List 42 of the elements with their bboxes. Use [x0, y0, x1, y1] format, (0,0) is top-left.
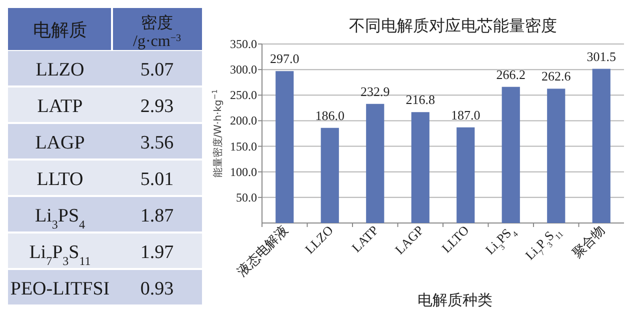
data-label: 232.9	[360, 84, 390, 99]
category-label: LAGP	[35, 132, 85, 154]
text: 电解质	[33, 20, 87, 41]
text: 5.01	[140, 168, 174, 190]
chart-title: 不同电解质对应电芯能量密度	[349, 16, 557, 35]
bar	[411, 112, 430, 223]
data-label: 186.0	[315, 108, 344, 123]
y-tick-label: 300.0	[230, 62, 257, 77]
data-label: 301.5	[586, 48, 616, 64]
text: 2.93	[140, 96, 174, 117]
data-label: 297.0	[270, 51, 300, 66]
x-axis-title: 电解质种类	[418, 291, 492, 309]
x-tick-label: 液态电解液	[234, 222, 291, 280]
text: 密度/g·cm$^{−3}$	[133, 13, 181, 50]
y-tick-label: 100.0	[230, 164, 257, 179]
bar	[366, 104, 384, 223]
category-label: LLTO	[36, 168, 84, 190]
category-label: Li$_{3}$PS$_{4}$	[34, 205, 86, 232]
bar	[547, 88, 566, 223]
data-label: 266.2	[496, 66, 526, 82]
bar	[456, 127, 475, 223]
bar	[276, 71, 294, 223]
y-tick-label: 350.0	[230, 37, 257, 51]
category-label: LATP	[37, 96, 83, 117]
bar	[320, 128, 339, 223]
y-tick-label: 250.0	[230, 88, 257, 102]
data-label: 216.8	[406, 92, 435, 108]
data-label: 262.6	[542, 68, 572, 84]
text: 5.07	[140, 59, 174, 80]
text: 0.93	[140, 278, 174, 300]
x-tick-label: 聚合物	[569, 222, 608, 261]
y-tick-label: 200.0	[230, 114, 257, 128]
data-label: 187.0	[451, 107, 480, 122]
text: 1.87	[140, 205, 174, 226]
category-label: PEO-LITFSI	[10, 278, 110, 300]
y-tick-label: 50.0	[236, 190, 257, 204]
text: 1.97	[140, 242, 174, 263]
bar	[592, 68, 610, 223]
category-label: LLZO	[36, 59, 84, 80]
text: 3.56	[140, 132, 174, 154]
bar	[502, 86, 520, 223]
y-tick-label: 150.0	[230, 139, 257, 154]
